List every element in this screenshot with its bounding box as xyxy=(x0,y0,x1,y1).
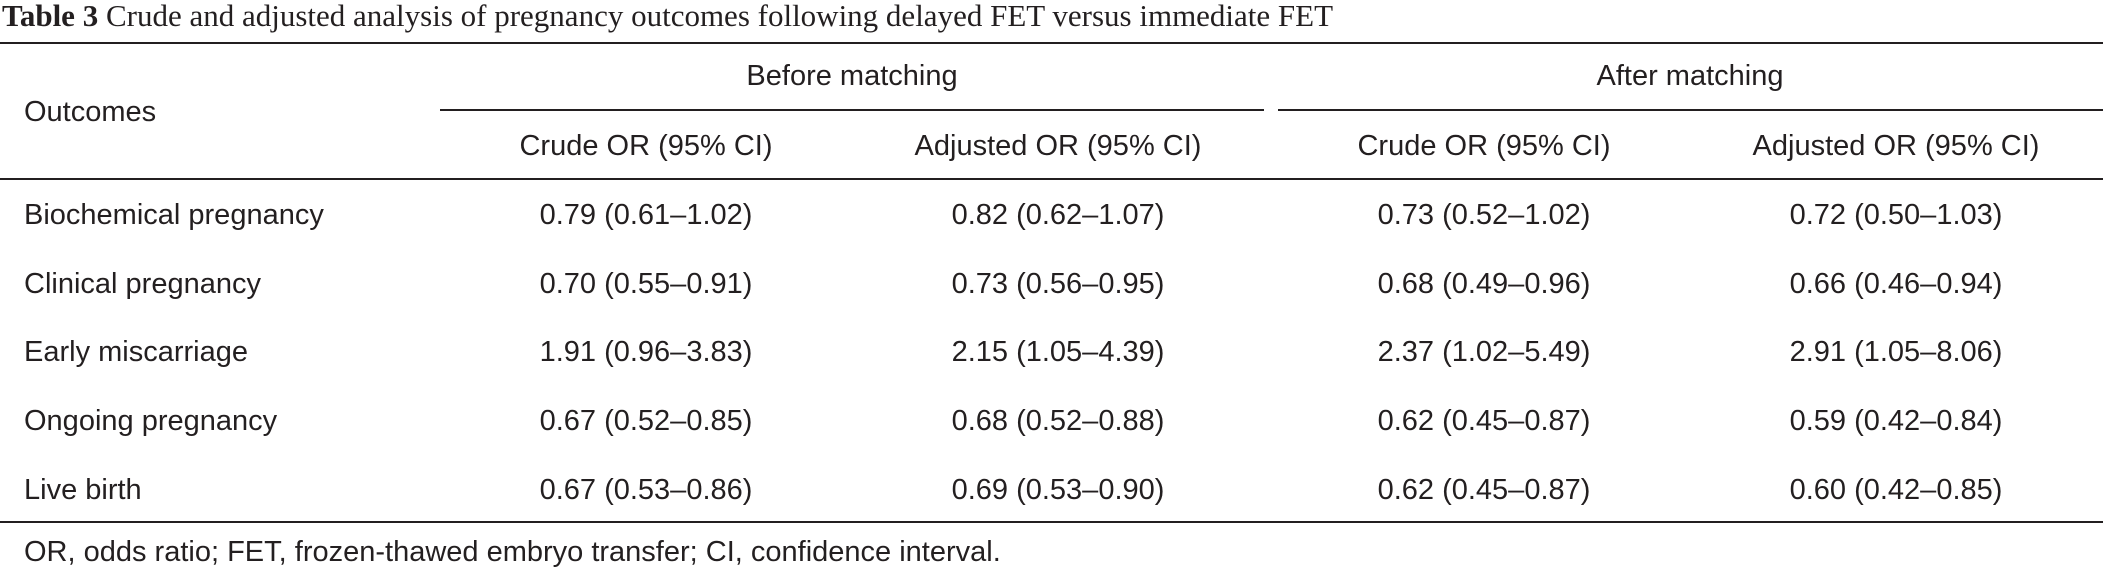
table-cell: 0.59 (0.42–0.84) xyxy=(1789,405,2003,437)
table-cell: 0.60 (0.42–0.85) xyxy=(1789,474,2003,506)
group-header-before: Before matching xyxy=(746,60,958,92)
outcomes-header: Outcomes xyxy=(24,96,157,128)
top-rule xyxy=(0,42,2103,44)
table-cell: 2.37 (1.02–5.49) xyxy=(1377,336,1591,368)
table-cell: 0.70 (0.55–0.91) xyxy=(539,268,753,300)
table-cell: 0.72 (0.50–1.03) xyxy=(1789,199,2003,231)
table-cell: 0.66 (0.46–0.94) xyxy=(1789,268,2003,300)
row-label: Live birth xyxy=(24,474,142,506)
table-cell: 2.15 (1.05–4.39) xyxy=(951,336,1165,368)
column-header-4: Adjusted OR (95% CI) xyxy=(1752,130,2040,162)
table-cell: 0.82 (0.62–1.07) xyxy=(951,199,1165,231)
table-caption: Table 3 Crude and adjusted analysis of p… xyxy=(2,0,1333,34)
row-label: Ongoing pregnancy xyxy=(24,405,278,437)
table-cell: 0.79 (0.61–1.02) xyxy=(539,199,753,231)
column-header-3: Crude OR (95% CI) xyxy=(1357,130,1611,162)
table-cell: 0.73 (0.52–1.02) xyxy=(1377,199,1591,231)
table-cell: 0.73 (0.56–0.95) xyxy=(951,268,1165,300)
table-cell: 0.69 (0.53–0.90) xyxy=(951,474,1165,506)
table-footnote: OR, odds ratio; FET, frozen-thawed embry… xyxy=(24,536,1001,568)
bottom-rule xyxy=(0,521,2103,523)
table-cell: 0.67 (0.53–0.86) xyxy=(539,474,753,506)
table-cell: 0.62 (0.45–0.87) xyxy=(1377,474,1591,506)
table-cell: 0.68 (0.52–0.88) xyxy=(951,405,1165,437)
table-cell: 1.91 (0.96–3.83) xyxy=(539,336,753,368)
header-rule xyxy=(0,178,2103,180)
row-label: Early miscarriage xyxy=(24,336,248,368)
table-label: Table 3 xyxy=(2,0,99,33)
column-header-1: Crude OR (95% CI) xyxy=(519,130,773,162)
table-title: Crude and adjusted analysis of pregnancy… xyxy=(105,0,1334,33)
table-cell: 0.67 (0.52–0.85) xyxy=(539,405,753,437)
table-cell: 0.68 (0.49–0.96) xyxy=(1377,268,1591,300)
row-label: Biochemical pregnancy xyxy=(24,199,324,231)
group-header-after: After matching xyxy=(1596,60,1784,92)
table-cell: 2.91 (1.05–8.06) xyxy=(1789,336,2003,368)
column-header-2: Adjusted OR (95% CI) xyxy=(914,130,1202,162)
row-label: Clinical pregnancy xyxy=(24,268,261,300)
group-rule-before xyxy=(440,109,1264,111)
group-rule-after xyxy=(1278,109,2103,111)
table-cell: 0.62 (0.45–0.87) xyxy=(1377,405,1591,437)
